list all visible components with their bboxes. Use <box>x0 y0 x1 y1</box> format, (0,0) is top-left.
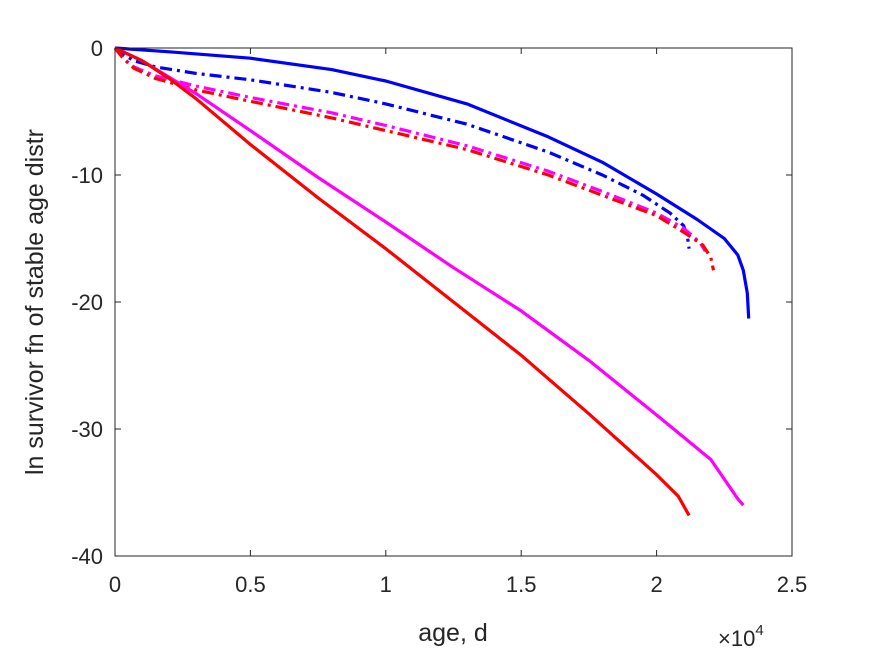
series-layer <box>113 46 751 517</box>
x-tick-label: 1 <box>380 572 392 597</box>
x-axis-multiplier: ×104 <box>718 622 764 651</box>
ticks-layer: 0 0.5 1 1.5 2 2.5 0 -10 -20 -30 -40 <box>71 36 807 597</box>
y-tick-label: -10 <box>71 163 103 188</box>
series-line-1 <box>114 46 751 319</box>
y-tick-label: -30 <box>71 417 103 442</box>
x-tick-label: 2.5 <box>777 572 808 597</box>
x-axis-multiplier-base: ×10 <box>718 626 755 651</box>
y-tick-label: -20 <box>71 290 103 315</box>
y-tick-label: 0 <box>91 36 103 61</box>
x-tick-label: 0.5 <box>235 572 266 597</box>
x-tick-label: 2 <box>650 572 662 597</box>
x-axis-label: age, d <box>418 619 488 647</box>
x-tick-label: 0 <box>109 572 121 597</box>
x-tick-label: 1.5 <box>506 572 537 597</box>
y-tick-label: -40 <box>71 544 103 569</box>
series-line-6 <box>114 46 691 517</box>
series-line-4 <box>113 47 716 271</box>
x-axis-multiplier-exponent: 4 <box>755 622 763 639</box>
y-axis-label: ln survivor fn of stable age distr <box>21 129 49 475</box>
